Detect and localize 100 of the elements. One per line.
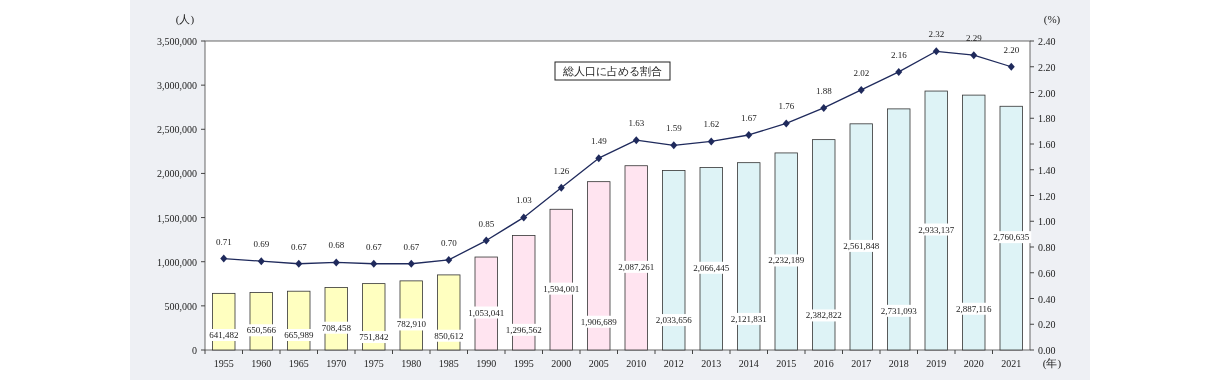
data-label: 1,296,562: [505, 324, 542, 335]
text: 総人口に占める割合: [562, 65, 662, 77]
data-label: 1,906,689: [580, 316, 618, 327]
data-label: 2,561,848: [843, 240, 880, 251]
y2-tick-label: 1.60: [1038, 139, 1056, 150]
point: [632, 136, 640, 145]
x-tick-label: 2005: [588, 358, 609, 369]
y2-tick-label: 0.80: [1038, 242, 1056, 253]
data-label: 782,910: [396, 319, 427, 330]
data-label: 2,033,656: [655, 315, 693, 326]
point: [782, 119, 790, 128]
data-label: 2,121,831: [730, 313, 767, 324]
data-label: 2,087,261: [618, 261, 655, 272]
y2-tick-label: 1.40: [1038, 164, 1056, 176]
y-tick-label: 3,000,000: [157, 80, 197, 92]
y2-tick-label: 0.20: [1038, 319, 1056, 331]
x-tick-label: 2000: [551, 358, 572, 369]
data-label: 1.49: [590, 136, 608, 147]
point: [970, 51, 978, 60]
x-tick-label: 2013: [701, 358, 722, 369]
data-label: 0.67: [403, 241, 420, 252]
x-tick-label: 2016: [813, 358, 834, 369]
data-label: 2.29: [965, 33, 983, 44]
data-label: 1,053,041: [468, 307, 505, 318]
data-label: 1,594,001: [543, 283, 580, 294]
data-label: 1.59: [665, 123, 683, 134]
data-label: 2,382,822: [805, 310, 842, 321]
x-tick-label: 2020: [963, 358, 984, 369]
y-axis-title: (人): [175, 13, 195, 26]
data-label: 0.71: [215, 236, 232, 247]
data-label: 641,482: [209, 330, 239, 340]
y2-tick-label: 0.60: [1038, 267, 1056, 279]
point: [557, 183, 565, 192]
point: [445, 255, 453, 264]
point: [895, 67, 903, 76]
x-tick-label: 1975: [363, 358, 384, 369]
point: [1007, 62, 1015, 71]
data-label: 2,066,445: [693, 262, 730, 273]
x-axis-title: (年): [1042, 357, 1062, 370]
point: [707, 137, 715, 146]
y-tick-label: 500,000: [164, 300, 197, 312]
x-tick-label: 2015: [776, 358, 797, 369]
data-label: 1.26: [553, 165, 570, 176]
x-tick-label: 2021: [1001, 358, 1022, 369]
data-label: 0.69: [253, 239, 270, 250]
data-label: 2.20: [1003, 44, 1020, 55]
x-tick-label: 2019: [926, 358, 947, 369]
y-tick-label: 0: [192, 345, 197, 356]
point: [295, 259, 303, 268]
data-label: 2,731,093: [880, 305, 918, 316]
x-tick-label: 1970: [326, 358, 347, 369]
point: [932, 47, 940, 56]
y2-axis-title: (%): [1043, 13, 1061, 26]
y2-tick-label: 1.00: [1038, 216, 1056, 228]
data-label: 1.88: [815, 85, 833, 96]
x-tick-label: 2018: [888, 358, 909, 369]
data-label: 2,760,635: [993, 232, 1030, 243]
point: [220, 254, 228, 263]
x-tick-label: 1955: [213, 358, 234, 369]
data-label: 0.70: [440, 237, 458, 248]
x-tick-label: 1965: [288, 358, 309, 369]
y2-tick-label: 2.00: [1038, 87, 1056, 99]
y2-tick-label: 1.80: [1038, 113, 1056, 125]
data-label: 650,566: [246, 325, 277, 336]
y2-tick-label: 0.40: [1038, 293, 1056, 305]
x-tick-label: 1980: [401, 358, 422, 369]
x-tick-label: 2017: [851, 358, 872, 369]
point: [670, 141, 678, 150]
y-tick-label: 2,500,000: [157, 124, 197, 136]
data-label: 0.67: [290, 241, 308, 252]
data-label: 0.67: [365, 241, 383, 252]
y-tick-label: 1,000,000: [157, 256, 197, 268]
data-label: 850,612: [434, 330, 464, 341]
x-tick-label: 2012: [663, 358, 684, 369]
data-label: 1.76: [778, 101, 795, 112]
x-tick-label: 1985: [438, 358, 459, 369]
y-tick-label: 3,500,000: [157, 36, 197, 47]
data-label: 1.67: [740, 112, 758, 123]
y-tick-label: 2,000,000: [157, 168, 197, 180]
point: [332, 258, 340, 267]
y2-tick-label: 0.00: [1038, 345, 1056, 356]
x-tick-label: 2010: [626, 358, 647, 369]
point: [407, 259, 415, 268]
data-label: 2.02: [853, 67, 870, 78]
y2-tick-label: 2.20: [1038, 61, 1056, 73]
y2-tick-label: 1.20: [1038, 190, 1056, 202]
data-label: 708,458: [321, 322, 352, 333]
data-label: 2.16: [890, 49, 908, 60]
data-label: 2,887,116: [955, 303, 993, 314]
data-label: 2,933,137: [918, 224, 955, 235]
data-label: 2.32: [928, 29, 945, 40]
point: [857, 85, 865, 94]
x-tick-label: 1990: [476, 358, 497, 369]
point: [745, 130, 753, 139]
point: [257, 257, 265, 266]
x-tick-label: 1960: [251, 358, 272, 369]
point: [520, 213, 528, 222]
point: [370, 259, 378, 268]
data-label: 1.62: [703, 119, 720, 130]
point: [820, 103, 828, 112]
